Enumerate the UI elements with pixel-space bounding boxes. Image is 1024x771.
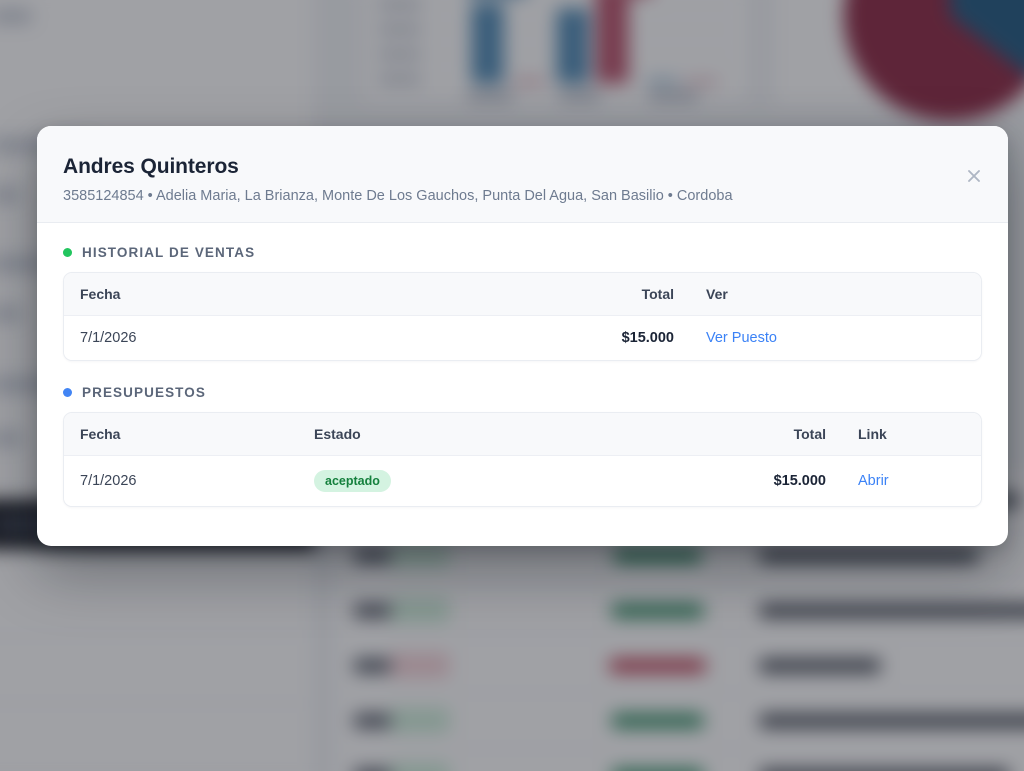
- close-button[interactable]: [960, 162, 988, 190]
- table-body: 7/1/2026 $15.000 Ver Puesto: [64, 315, 981, 360]
- column-header-estado: Estado: [298, 413, 708, 456]
- cell-link: Abrir: [842, 455, 981, 506]
- column-header-total: Total: [556, 273, 690, 316]
- cell-ver: Ver Puesto: [690, 315, 981, 360]
- cell-fecha: 7/1/2026: [64, 315, 556, 360]
- background-bar-chart: [362, 0, 750, 104]
- sales-history-table: Fecha Total Ver 7/1/2026 $15.000 Ver Pue…: [64, 273, 981, 360]
- column-header-link: Link: [842, 413, 981, 456]
- table-header-row: Fecha Estado Total Link: [64, 413, 981, 456]
- quotes-card: Fecha Estado Total Link 7/1/2026 aceptad…: [63, 412, 982, 507]
- abrir-link[interactable]: Abrir: [858, 473, 889, 489]
- section-header-presupuestos: PRESUPUESTOS: [63, 385, 982, 400]
- table-header-row: Fecha Total Ver: [64, 273, 981, 316]
- column-header-ver: Ver: [690, 273, 981, 316]
- page-title: Andres Quinteros: [63, 155, 239, 178]
- table-row: 7/1/2026 aceptado $15.000 Abrir: [64, 455, 981, 506]
- sales-history-card: Fecha Total Ver 7/1/2026 $15.000 Ver Pue…: [63, 272, 982, 361]
- column-header-total: Total: [708, 413, 842, 456]
- section-spacer: [63, 361, 982, 385]
- status-badge: aceptado: [314, 470, 391, 492]
- section-title-historial-de-ventas: HISTORIAL DE VENTAS: [82, 245, 256, 260]
- modal-body: HISTORIAL DE VENTAS Fecha Total Ver 7/1/…: [37, 223, 1008, 533]
- quotes-table: Fecha Estado Total Link 7/1/2026 aceptad…: [64, 413, 981, 506]
- cell-fecha: 7/1/2026: [64, 455, 298, 506]
- section-title-presupuestos: PRESUPUESTOS: [82, 385, 206, 400]
- table-head: Fecha Estado Total Link: [64, 413, 981, 456]
- column-header-fecha: Fecha: [64, 273, 556, 316]
- table-head: Fecha Total Ver: [64, 273, 981, 316]
- section-status-dot-blue: [63, 388, 72, 397]
- cell-total: $15.000: [708, 455, 842, 506]
- cell-total: $15.000: [556, 315, 690, 360]
- background-pie-chart: [772, 0, 1024, 121]
- cell-estado: aceptado: [298, 455, 708, 506]
- modal-header: Andres Quinteros 3585124854 • Adelia Mar…: [37, 126, 1008, 223]
- table-row: 7/1/2026 $15.000 Ver Puesto: [64, 315, 981, 360]
- customer-detail-modal: Andres Quinteros 3585124854 • Adelia Mar…: [37, 126, 1008, 546]
- customer-contact-subtitle: 3585124854 • Adelia Maria, La Brianza, M…: [63, 188, 733, 204]
- section-status-dot-green: [63, 248, 72, 257]
- table-body: 7/1/2026 aceptado $15.000 Abrir: [64, 455, 981, 506]
- section-header-historial-de-ventas: HISTORIAL DE VENTAS: [63, 245, 982, 260]
- ver-puesto-link[interactable]: Ver Puesto: [706, 330, 777, 346]
- column-header-fecha: Fecha: [64, 413, 298, 456]
- close-icon: [960, 162, 988, 190]
